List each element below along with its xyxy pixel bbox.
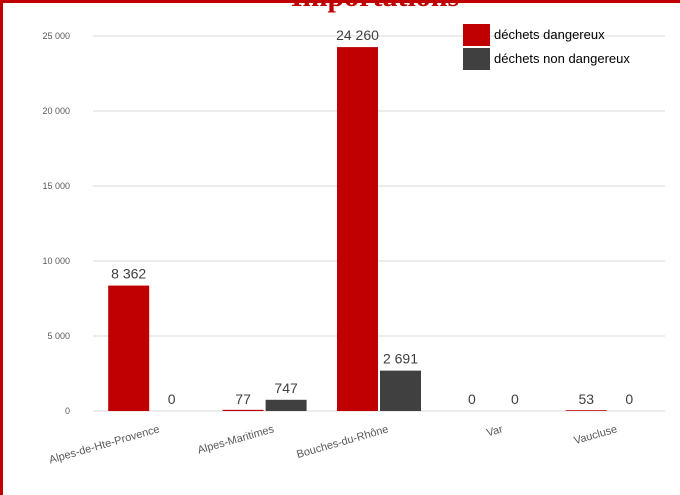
y-tick-label: 15 000 bbox=[42, 181, 70, 191]
bar bbox=[265, 399, 307, 411]
x-tick-label: Alpes-Maritimes bbox=[196, 423, 276, 456]
data-label: 747 bbox=[274, 380, 298, 396]
data-label: 0 bbox=[625, 391, 633, 407]
data-label: 2 691 bbox=[383, 351, 418, 367]
x-tick-label: Bouches-du-Rhône bbox=[295, 423, 389, 461]
bar bbox=[565, 410, 607, 411]
y-tick-label: 10 000 bbox=[42, 256, 70, 266]
x-tick-label: Alpes-de-Hte-Provence bbox=[48, 423, 161, 466]
bar bbox=[222, 409, 264, 411]
x-tick-label: Var bbox=[485, 423, 504, 439]
bar bbox=[380, 370, 421, 411]
legend-swatch bbox=[463, 24, 490, 46]
legend-label: déchets dangereux bbox=[494, 27, 605, 42]
chart-title: Importations bbox=[150, 0, 600, 14]
y-tick-label: 25 000 bbox=[42, 31, 70, 41]
data-label: 24 260 bbox=[336, 27, 379, 43]
x-tick-label: Vaucluse bbox=[573, 423, 619, 447]
y-tick-label: 20 000 bbox=[42, 106, 70, 116]
legend-label: déchets non dangereux bbox=[494, 51, 630, 66]
data-label: 53 bbox=[579, 391, 595, 407]
y-tick-label: 5 000 bbox=[47, 331, 70, 341]
data-label: 0 bbox=[511, 391, 519, 407]
data-label: 0 bbox=[168, 391, 176, 407]
data-label: 77 bbox=[235, 391, 251, 407]
bar bbox=[337, 47, 378, 411]
y-tick-label: 0 bbox=[65, 406, 70, 416]
data-label: 8 362 bbox=[111, 266, 146, 282]
legend-swatch bbox=[463, 48, 490, 70]
bar bbox=[108, 285, 150, 411]
data-label: 0 bbox=[468, 391, 476, 407]
